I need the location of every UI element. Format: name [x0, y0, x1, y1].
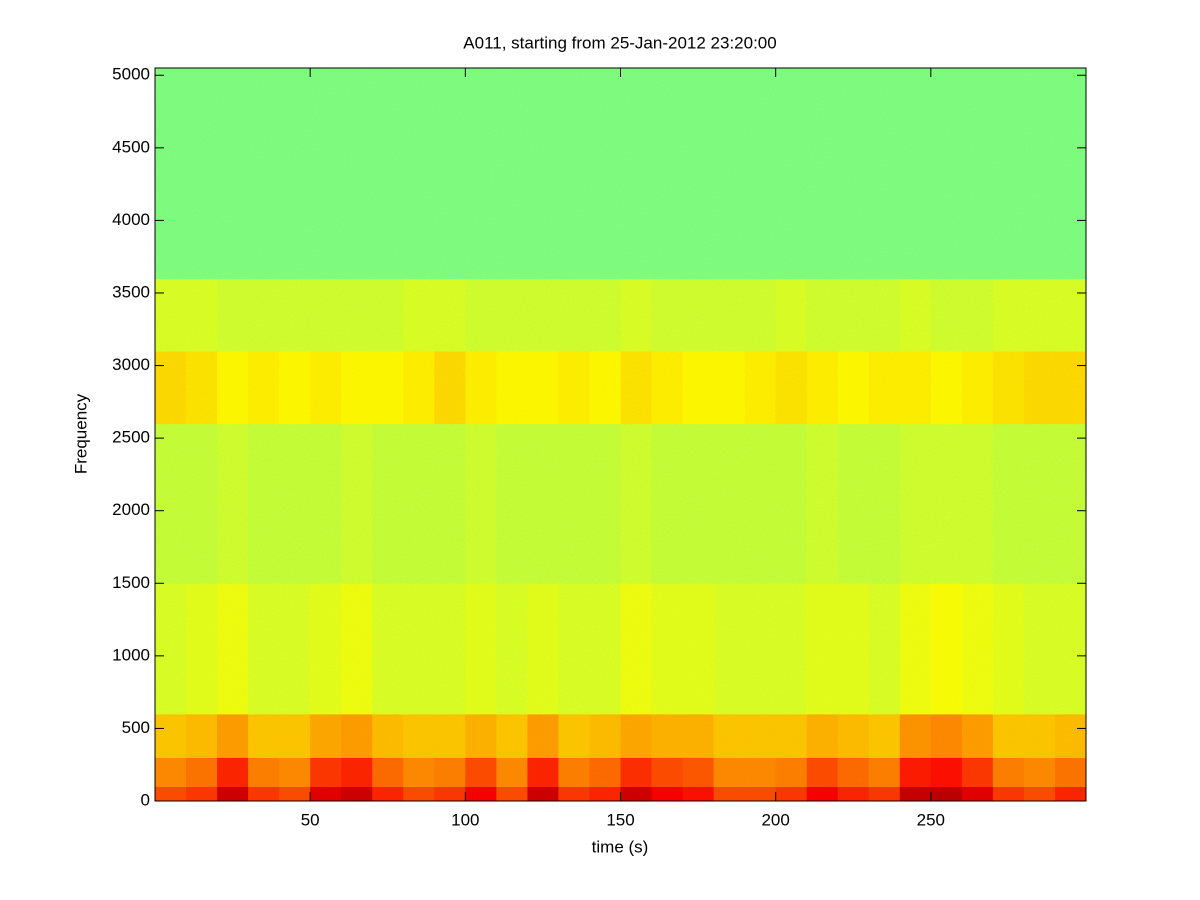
- x-tick-label: 100: [451, 810, 479, 829]
- y-tick-label: 500: [122, 718, 150, 737]
- y-tick-label: 5000: [112, 65, 150, 84]
- axes: 50 100 150 200 25005001000150020002500300035…: [112, 65, 1086, 829]
- chart-title: A011, starting from 25-Jan-2012 23:20:00: [463, 33, 776, 52]
- y-tick-label: 1500: [112, 573, 150, 592]
- y-tick-label: 3000: [112, 355, 150, 374]
- plot-frame: [154, 67, 1087, 802]
- y-tick-label: 2000: [112, 500, 150, 519]
- y-tick-label: 2500: [112, 428, 150, 447]
- y-tick-label: 1000: [112, 645, 150, 664]
- x-tick-label: 150: [606, 810, 634, 829]
- x-tick-label: 50: [301, 810, 320, 829]
- y-tick-label: 0: [141, 790, 150, 809]
- y-tick-label: 4000: [112, 210, 150, 229]
- x-tick-label: 200: [761, 810, 789, 829]
- texture: [155, 68, 1086, 801]
- y-tick-label: 3500: [112, 282, 150, 301]
- x-tick-label: 250: [917, 810, 945, 829]
- x-axis-label: time (s): [592, 837, 649, 856]
- y-tick-label: 4500: [112, 137, 150, 156]
- y-axis-label: Frequency: [71, 393, 90, 474]
